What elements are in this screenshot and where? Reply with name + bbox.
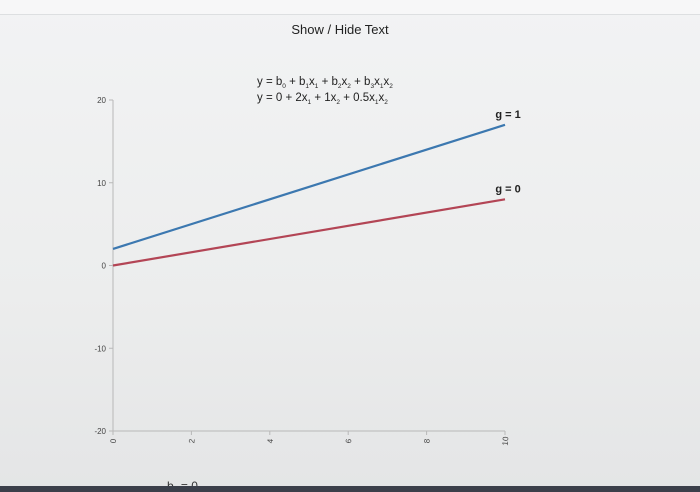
y-tick-label: 0	[102, 262, 107, 271]
y-tick-label: -20	[94, 427, 106, 436]
equation-specific: y = 0 + 2x1 + 1x2 + 0.5x1x2	[257, 92, 388, 106]
chart-lines: g = 1 g = 0	[112, 109, 521, 267]
bottom-bar	[0, 486, 700, 492]
top-bar	[0, 0, 700, 15]
y-tick-label: -10	[94, 344, 106, 353]
series-line-g1	[112, 123, 506, 250]
x-tick-label: 8	[422, 438, 431, 444]
equation-general: y = b0 + b1x1 + b2x2 + b3x1x2	[257, 76, 393, 90]
x-tick-label: 0	[109, 438, 118, 444]
x-tick-label: 10	[501, 436, 511, 446]
x-tick-label: 6	[344, 438, 353, 444]
series-label-g1: g = 1	[495, 109, 520, 121]
series-line-g0	[112, 198, 506, 267]
x-tick-label: 4	[266, 438, 275, 444]
show-hide-text-button[interactable]: Show / Hide Text	[280, 18, 400, 40]
series-label-g0: g = 0	[495, 183, 520, 195]
y-tick-label: 10	[97, 179, 106, 188]
y-tick-label: 20	[97, 96, 106, 105]
x-tick-label: 2	[187, 438, 196, 444]
